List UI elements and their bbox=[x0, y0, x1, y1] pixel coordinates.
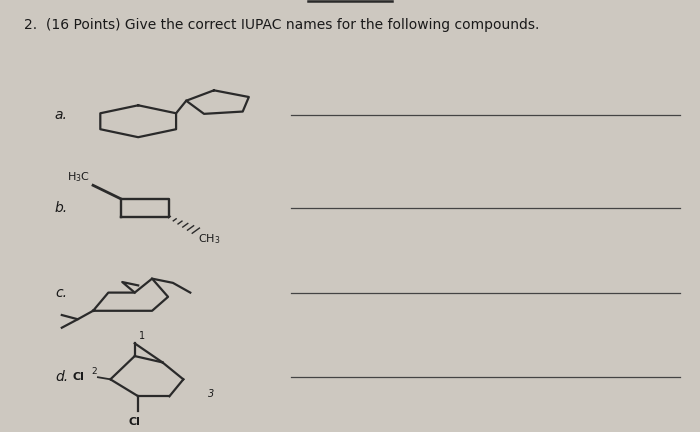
Text: 3: 3 bbox=[208, 389, 214, 399]
Text: c.: c. bbox=[55, 286, 67, 300]
Text: a.: a. bbox=[55, 108, 68, 122]
Text: d.: d. bbox=[55, 370, 68, 384]
Text: Cl: Cl bbox=[72, 372, 84, 382]
Text: H$_3$C: H$_3$C bbox=[66, 170, 90, 184]
Text: 2: 2 bbox=[91, 367, 97, 376]
Text: CH$_3$: CH$_3$ bbox=[198, 232, 220, 246]
Text: 1: 1 bbox=[139, 331, 145, 341]
Text: 2.  (16 Points) Give the correct IUPAC names for the following compounds.: 2. (16 Points) Give the correct IUPAC na… bbox=[24, 18, 539, 32]
Text: b.: b. bbox=[55, 201, 68, 215]
Text: Cl: Cl bbox=[129, 417, 141, 427]
